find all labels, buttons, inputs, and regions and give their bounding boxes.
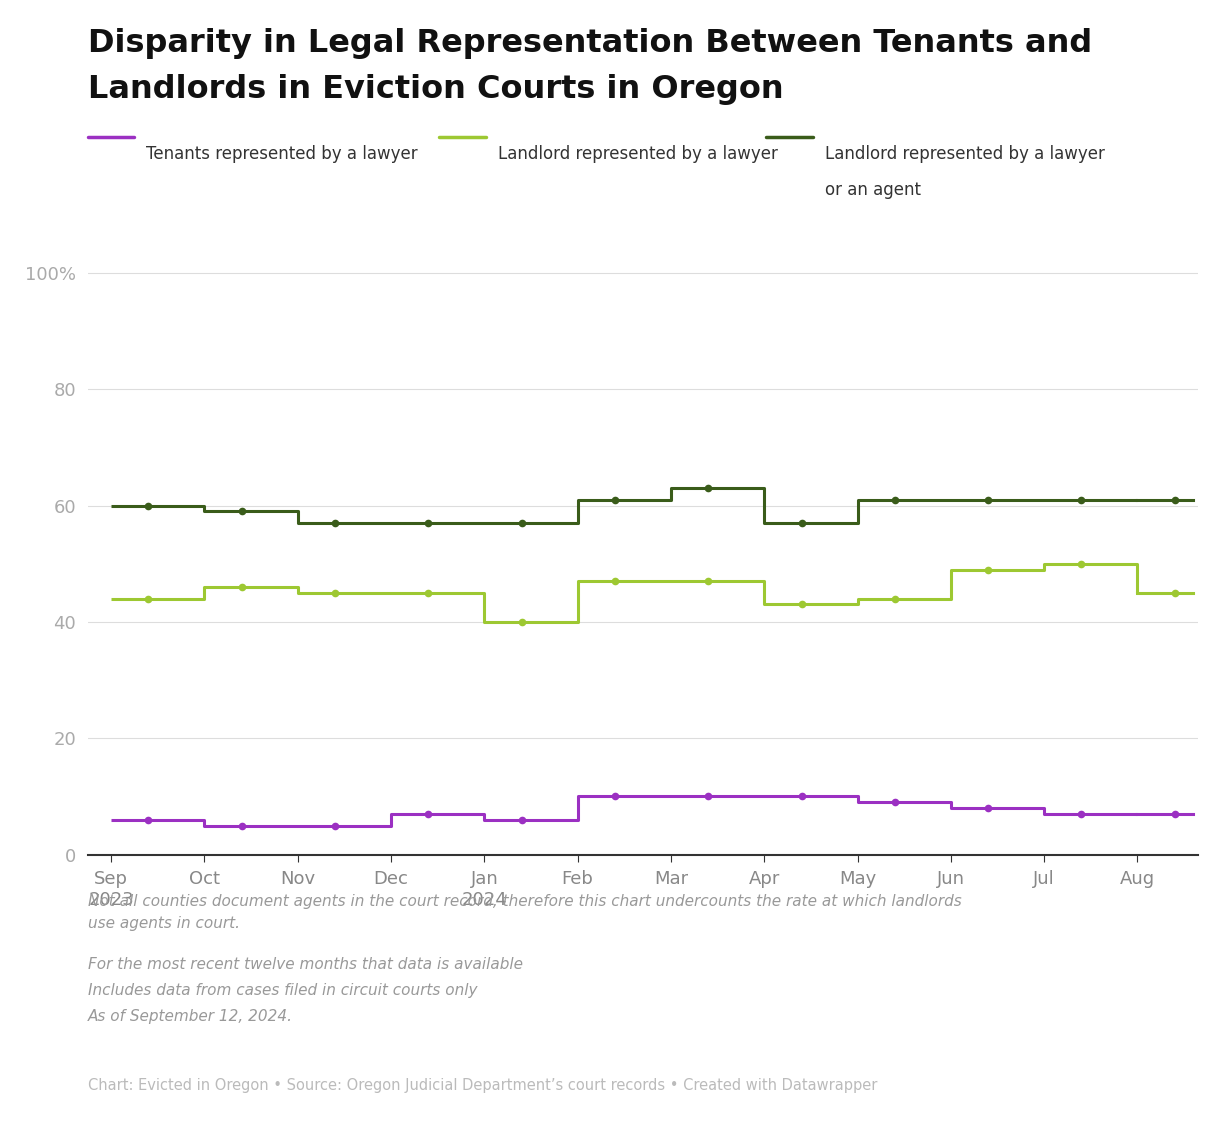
Text: Landlords in Eviction Courts in Oregon: Landlords in Eviction Courts in Oregon <box>88 74 783 104</box>
Text: Disparity in Legal Representation Between Tenants and: Disparity in Legal Representation Betwee… <box>88 28 1092 59</box>
Text: Not all counties document agents in the court record, therefore this chart under: Not all counties document agents in the … <box>88 894 961 932</box>
Text: Landlord represented by a lawyer: Landlord represented by a lawyer <box>498 145 777 163</box>
Text: Tenants represented by a lawyer: Tenants represented by a lawyer <box>146 145 418 163</box>
Text: Landlord represented by a lawyer: Landlord represented by a lawyer <box>825 145 1104 163</box>
Text: Chart: Evicted in Oregon • Source: Oregon Judicial Department’s court records • : Chart: Evicted in Oregon • Source: Orego… <box>88 1078 877 1092</box>
Text: For the most recent twelve months that data is available: For the most recent twelve months that d… <box>88 957 523 971</box>
Text: As of September 12, 2024.: As of September 12, 2024. <box>88 1009 293 1023</box>
Text: or an agent: or an agent <box>825 181 921 199</box>
Text: Includes data from cases filed in circuit courts only: Includes data from cases filed in circui… <box>88 983 477 997</box>
